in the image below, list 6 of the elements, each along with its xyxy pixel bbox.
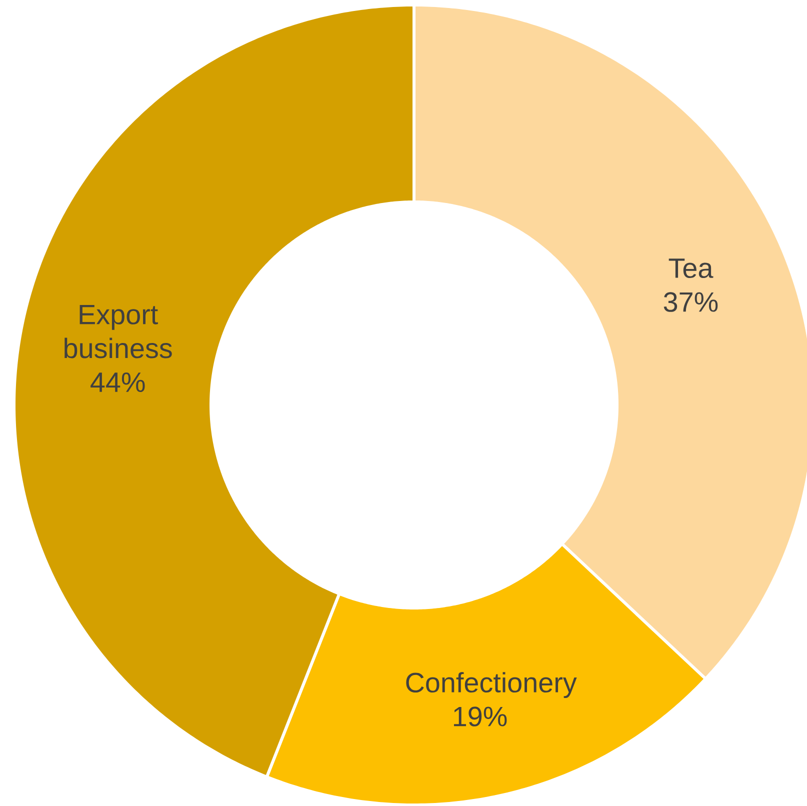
data-label: 19%: [454, 706, 507, 726]
slice-label: Export business: [64, 304, 172, 358]
slice-label: Confectionery: [406, 672, 577, 698]
data-label: 37%: [664, 292, 718, 312]
data-label: 44%: [90, 372, 145, 392]
slice-label: Tea: [668, 258, 714, 278]
